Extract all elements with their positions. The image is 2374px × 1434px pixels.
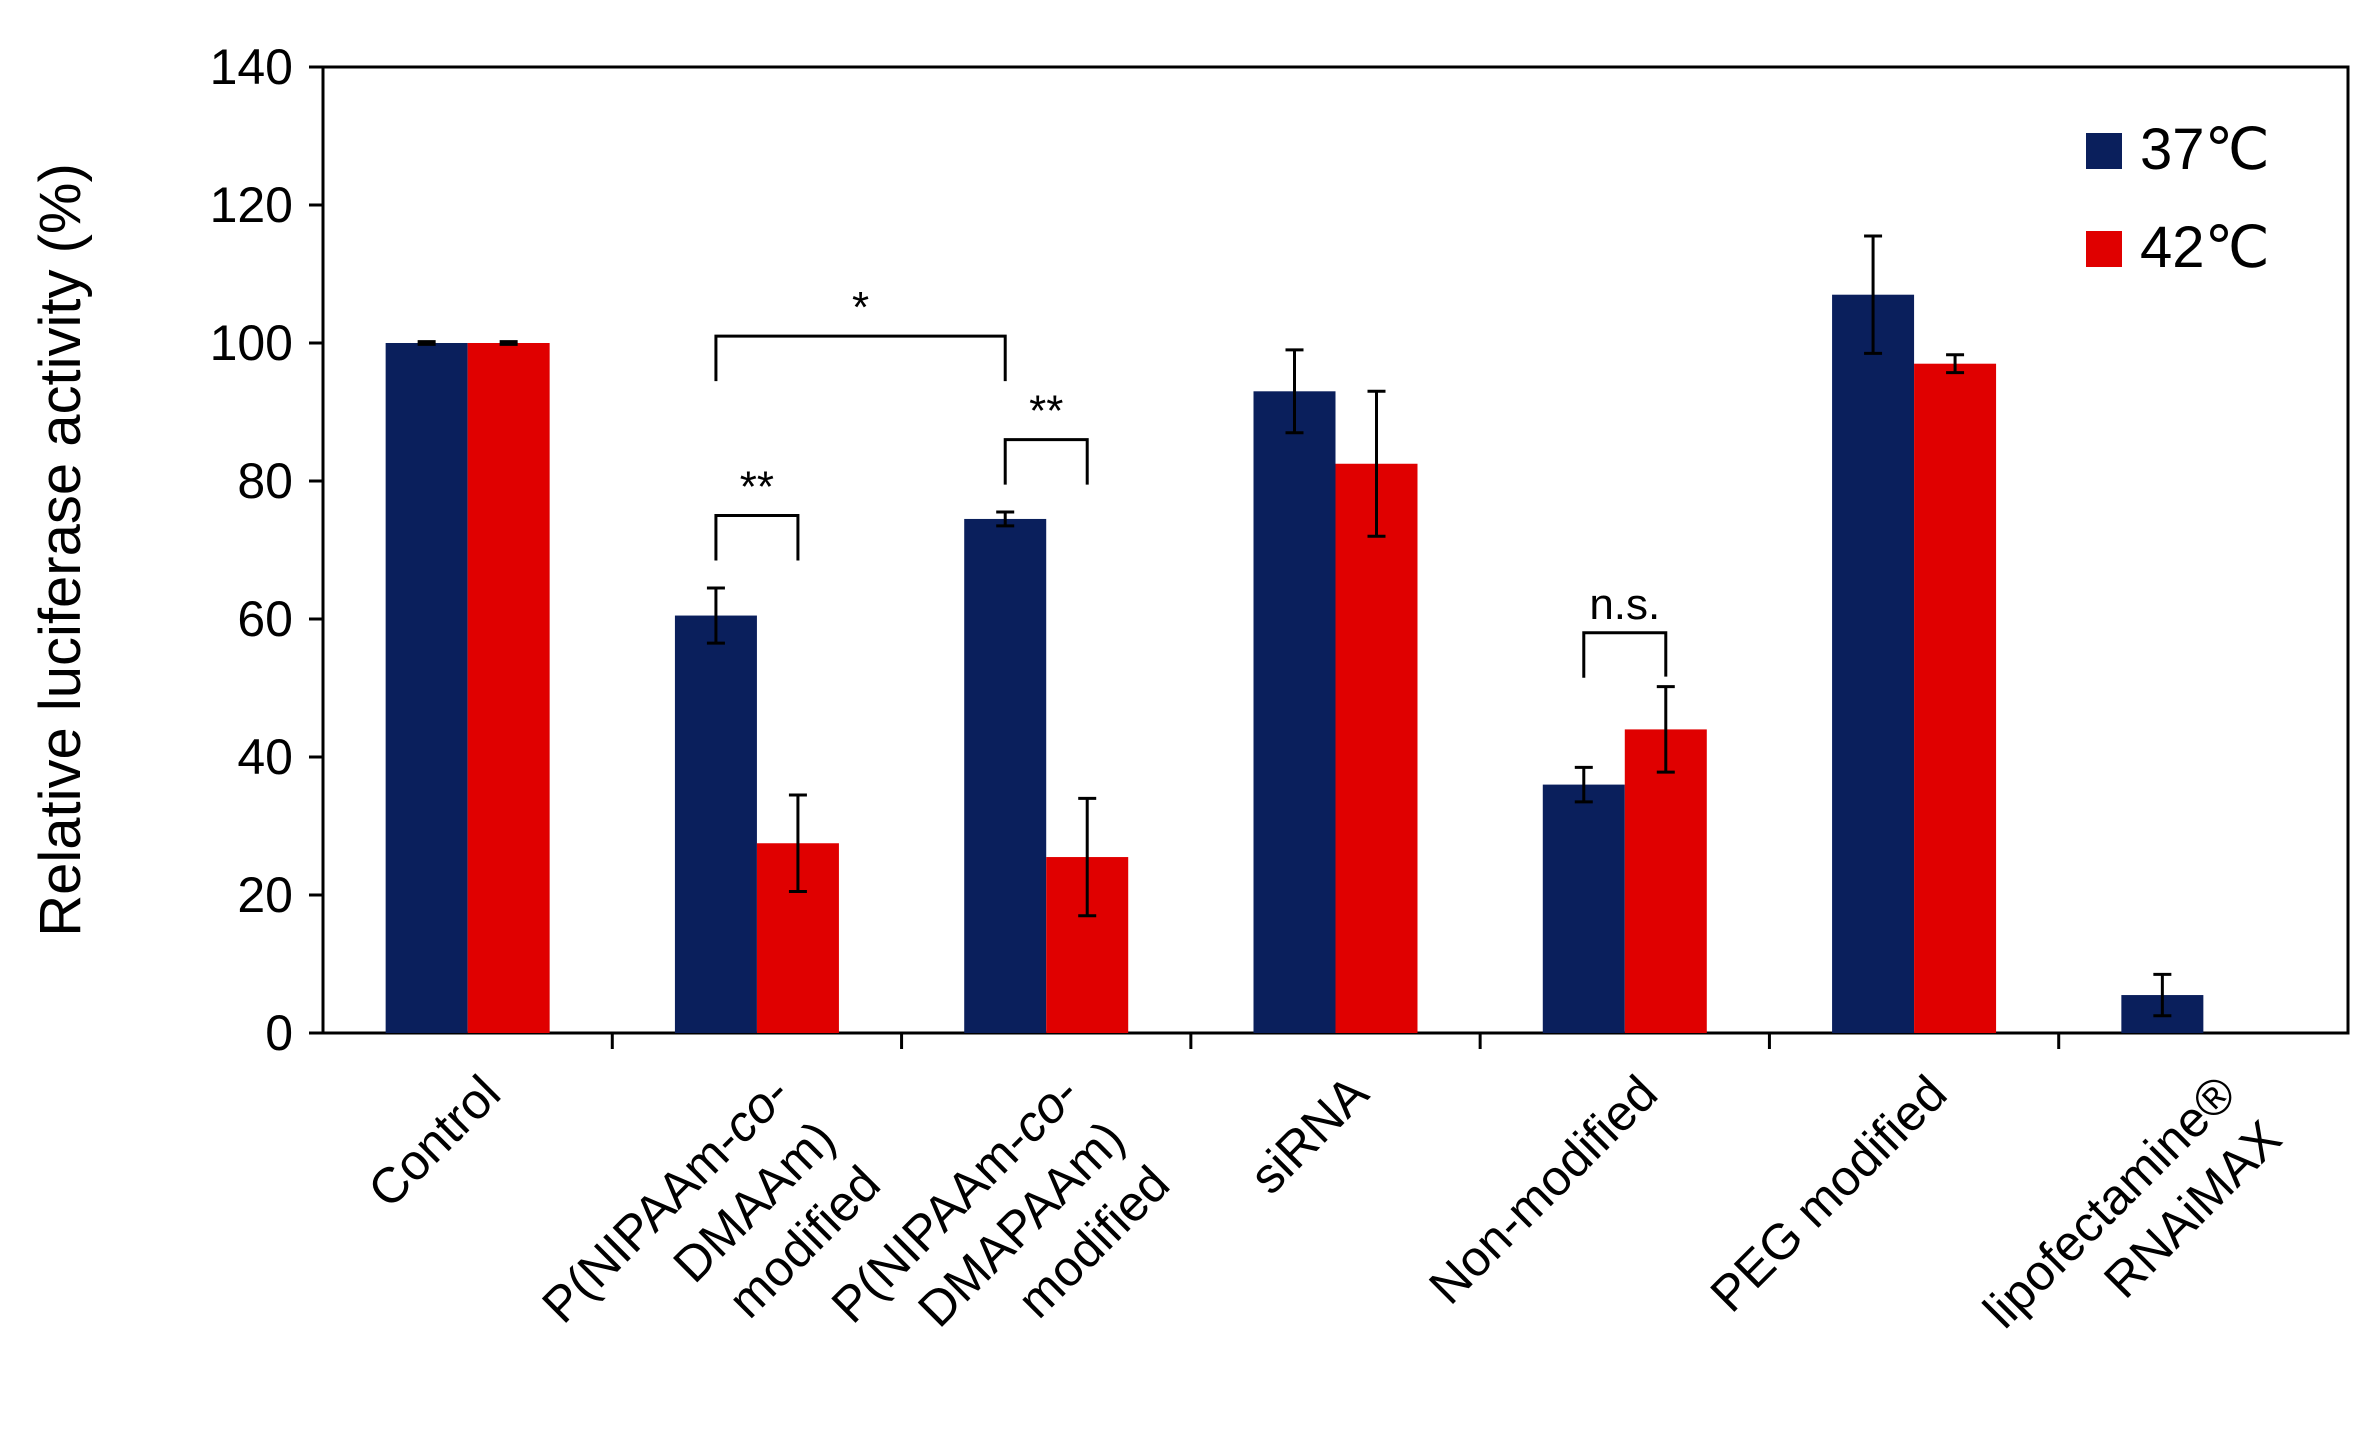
legend-swatch bbox=[2086, 231, 2122, 267]
error-bar bbox=[706, 586, 725, 645]
x-category-label: P(NIPAAm-co-DMAAm)modified bbox=[531, 1065, 890, 1334]
significance-bracket: n.s. bbox=[1582, 580, 1668, 678]
bar-42c-5 bbox=[1914, 363, 1997, 1033]
y-tick-label: 0 bbox=[265, 1005, 293, 1061]
bar-42c-4 bbox=[1624, 729, 1707, 1033]
x-category-label-line: Non-modified bbox=[1418, 1065, 1668, 1315]
error-bar bbox=[1574, 765, 1593, 804]
y-tick-label: 140 bbox=[210, 39, 293, 95]
x-category-label: P(NIPAAm-co-DMAPAAm)modified bbox=[821, 1065, 1180, 1338]
error-bar bbox=[788, 793, 807, 894]
bar-37c-2 bbox=[964, 518, 1047, 1033]
significance-label: ** bbox=[740, 463, 774, 512]
x-category-label: siRNA bbox=[1239, 1064, 1379, 1204]
legend-entry-37c: 37℃ bbox=[2086, 117, 2270, 182]
bar-42c-0 bbox=[467, 343, 550, 1033]
bracket-line bbox=[1003, 438, 1089, 485]
bracket-line bbox=[1582, 631, 1668, 678]
x-category-label-line: Control bbox=[357, 1065, 511, 1219]
legend-entry-42c: 42℃ bbox=[2086, 215, 2270, 280]
error-bar bbox=[996, 510, 1015, 528]
bar-37c-0 bbox=[385, 343, 468, 1033]
y-axis-label: Relative luciferase activity (%) bbox=[28, 163, 93, 937]
x-category-label-line: PEG modified bbox=[1700, 1065, 1958, 1323]
bar-37c-3 bbox=[1253, 391, 1336, 1033]
bar-37c-5 bbox=[1832, 294, 1915, 1033]
bar-42c-3 bbox=[1335, 463, 1418, 1033]
y-tick-label: 60 bbox=[237, 591, 293, 647]
x-category-label-line: siRNA bbox=[1239, 1064, 1379, 1204]
significance-bracket: * bbox=[714, 283, 1007, 382]
error-bar bbox=[1946, 353, 1965, 375]
x-category-label: Non-modified bbox=[1418, 1065, 1668, 1315]
significance-bracket: ** bbox=[1003, 387, 1089, 485]
y-tick-label: 20 bbox=[237, 867, 293, 923]
bar-37c-4 bbox=[1542, 784, 1625, 1033]
y-tick-label: 100 bbox=[210, 315, 293, 371]
y-tick-label: 120 bbox=[210, 177, 293, 233]
y-tick-label: 80 bbox=[237, 453, 293, 509]
error-bar bbox=[1864, 234, 1883, 355]
x-category-label: Control bbox=[357, 1065, 511, 1219]
error-bar bbox=[499, 340, 518, 346]
x-category-label: lipofectamine®RNAiMAX bbox=[1973, 1065, 2292, 1339]
error-bar bbox=[1656, 685, 1675, 774]
significance-label: n.s. bbox=[1589, 580, 1660, 629]
error-bar bbox=[1078, 796, 1097, 918]
legend-label: 37℃ bbox=[2140, 117, 2270, 182]
significance-label: ** bbox=[1029, 387, 1063, 436]
legend-swatch bbox=[2086, 133, 2122, 169]
error-bar bbox=[2153, 972, 2172, 1018]
bar-37c-1 bbox=[674, 615, 757, 1033]
legend-label: 42℃ bbox=[2140, 215, 2270, 280]
error-bar bbox=[417, 340, 436, 346]
error-bar bbox=[1367, 389, 1386, 538]
significance-bracket: ** bbox=[714, 463, 800, 561]
significance-label: * bbox=[852, 283, 869, 332]
error-bar bbox=[1285, 348, 1304, 435]
bracket-line bbox=[714, 334, 1007, 382]
bracket-line bbox=[714, 514, 800, 561]
x-category-label: PEG modified bbox=[1700, 1065, 1958, 1323]
y-tick-label: 40 bbox=[237, 729, 293, 785]
